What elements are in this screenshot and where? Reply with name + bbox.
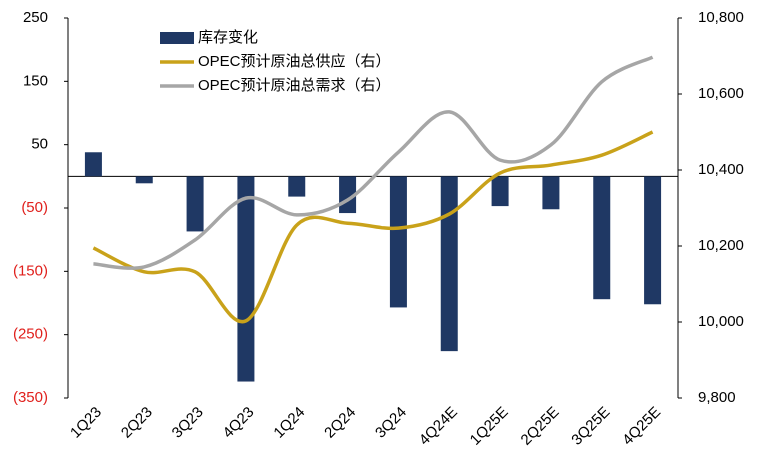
y-tick-label: 150	[23, 72, 48, 89]
bar	[135, 176, 153, 184]
x-tick-label: 4Q23	[220, 404, 258, 442]
y2-tick-label: 10,800	[698, 9, 744, 26]
bar	[186, 176, 204, 232]
x-tick-label: 3Q25E	[568, 404, 613, 449]
x-tick-label: 3Q24	[372, 404, 410, 442]
y-tick-label: 50	[31, 136, 48, 153]
bar	[491, 176, 509, 207]
y-tick-label: (350)	[13, 389, 48, 406]
x-tick-label: 1Q24	[270, 404, 308, 442]
y-tick-label: (50)	[21, 199, 48, 216]
line	[93, 55, 654, 270]
legend-label: OPEC预计原油总供应（右）	[198, 52, 391, 70]
y2-tick-label: 9,800	[698, 389, 736, 406]
bar	[440, 176, 458, 352]
bar	[84, 152, 102, 177]
x-tick-label: 1Q23	[67, 404, 105, 442]
x-tick-label: 1Q25E	[467, 404, 512, 449]
x-tick-label: 2Q24	[321, 404, 359, 442]
x-tick-label: 4Q25E	[619, 404, 664, 449]
x-tick-label: 2Q23	[118, 404, 156, 442]
y-tick-label: (250)	[13, 326, 48, 343]
y-tick-label: 250	[23, 9, 48, 26]
y-tick-label: (150)	[13, 262, 48, 279]
y2-tick-label: 10,200	[698, 237, 744, 254]
bar	[237, 176, 255, 382]
x-tick-label: 2Q25E	[518, 404, 563, 449]
legend-swatch	[160, 32, 194, 44]
line	[92, 130, 654, 324]
y2-tick-label: 10,600	[698, 85, 744, 102]
bar	[389, 176, 407, 308]
legend-label: OPEC预计原油总需求（右）	[198, 77, 391, 94]
y2-tick-label: 10,000	[698, 313, 744, 330]
y2-tick-label: 10,400	[698, 161, 744, 178]
bar	[288, 176, 306, 197]
x-tick-label: 3Q23	[169, 404, 207, 442]
legend-label: 库存变化	[198, 29, 258, 46]
bar	[593, 176, 611, 300]
bar	[644, 176, 662, 305]
x-tick-label: 4Q24E	[416, 404, 461, 449]
bar	[542, 176, 560, 210]
